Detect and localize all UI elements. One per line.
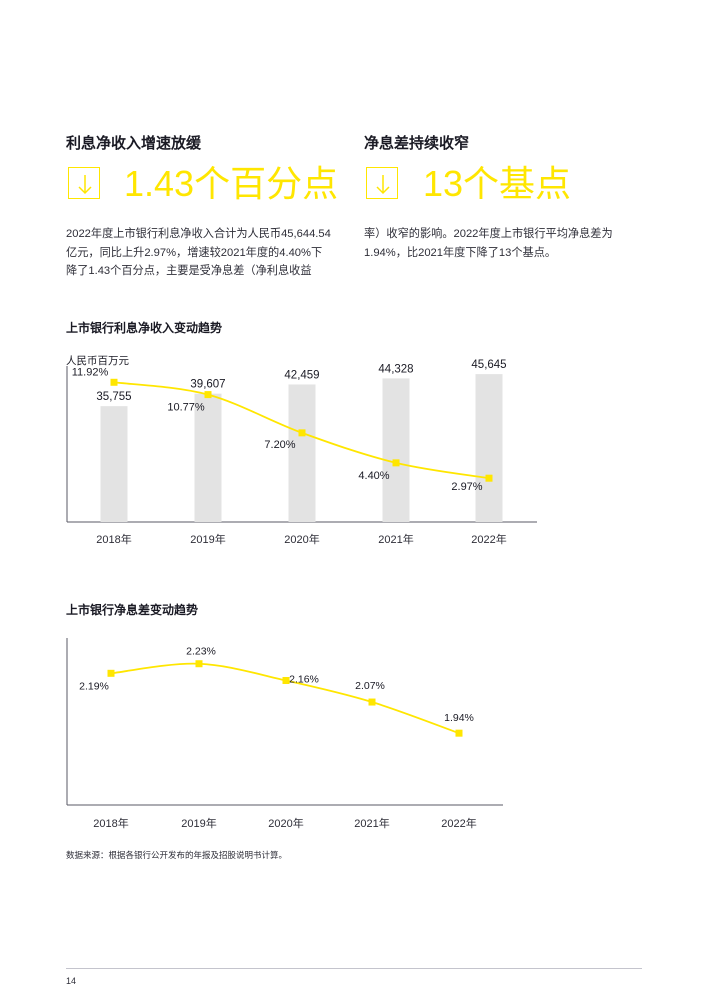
line-value-label: 2.16% [289,673,319,685]
arrow-down-icon [68,167,100,199]
line-value-label: 2.23% [186,646,216,658]
stat-value-left: 1.43个百分点 [124,163,339,204]
x-tick-label: 2018年 [93,816,128,830]
section-heading-net-interest-income: 利息净收入增速放缓 [66,135,202,152]
bar-value-label: 44,328 [378,363,413,375]
paragraph-line: 率）收窄的影响。2022年度上市银行平均净息差为 [364,228,613,240]
x-tick-label: 2019年 [190,532,225,546]
line-point [195,660,203,668]
x-tick-label: 2018年 [96,532,131,546]
line-point [392,459,400,467]
bar [194,393,222,522]
x-tick-label: 2021年 [378,532,413,546]
line-value-label: 7.20% [264,439,295,451]
x-tick-label: 2020年 [284,532,319,546]
bar-value-label: 35,755 [96,391,131,403]
paragraph-right: 率）收窄的影响。2022年度上市银行平均净息差为 1.94%，比2021年度下降… [364,225,654,262]
page-number: 14 [66,976,77,986]
line-value-label: 10.77% [167,402,205,414]
data-source-note: 数据来源：根据各银行公开发布的年报及招股说明书计算。 [66,850,288,860]
paragraph-left: 2022年度上市银行利息净收入合计为人民币45,644.54 亿元，同比上升2.… [66,225,356,281]
chart-title-margin: 上市银行净息差变动趋势 [66,603,199,617]
line-point [368,698,376,706]
line-value-label: 1.94% [444,712,474,724]
x-tick-label: 2022年 [471,532,506,546]
line-point [298,429,306,437]
chart-net-interest-margin: 2.19% 2.23% 2.16% 2.07% 1.94% 2018年 2019年 2020年… [66,638,503,830]
section-heading-net-interest-margin: 净息差持续收窄 [364,135,470,152]
arrow-down-icon [366,167,398,199]
x-tick-label: 2019年 [181,816,216,830]
paragraph-line: 1.94%，比2021年度下降了13个基点。 [364,246,557,259]
x-tick-label: 2020年 [268,816,303,830]
stat-value-right: 13个基点 [423,163,572,204]
x-tick-label: 2021年 [354,816,389,830]
bar-value-label: 42,459 [284,369,319,381]
paragraph-line: 降了1.43个百分点，主要是受净息差（净利息收益 [66,265,312,277]
chart-net-interest-income: 35,755 39,607 42,459 44,328 45,645 11.92% 10.7… [66,359,537,546]
bar [100,406,128,522]
chart-unit-label: 人民币百万元 [66,355,129,367]
paragraph-line: 2022年度上市银行利息净收入合计为人民币45,644.54 [66,228,331,240]
footer-divider [66,968,642,969]
bar [475,374,503,522]
line-point [282,676,290,684]
line-point [455,729,463,737]
line-value-label: 2.97% [451,481,482,493]
line-value-label: 2.19% [79,680,109,692]
line-point [107,669,115,677]
bar-value-label: 45,645 [471,359,506,371]
paragraph-line: 亿元，同比上升2.97%，增速较2021年度的4.40%下 [66,246,323,259]
line-point [204,391,212,399]
chart-title-income: 上市银行利息净收入变动趋势 [66,321,223,335]
line-point [485,474,493,482]
x-tick-label: 2022年 [441,816,476,830]
line-value-label: 2.07% [355,680,385,692]
line-value-label: 4.40% [358,470,389,482]
bar-value-label: 39,607 [190,379,225,391]
line-point [110,378,118,386]
net-interest-margin-line [110,662,460,735]
line-value-label: 11.92% [72,366,109,378]
bar [288,384,316,522]
bar [382,378,410,522]
